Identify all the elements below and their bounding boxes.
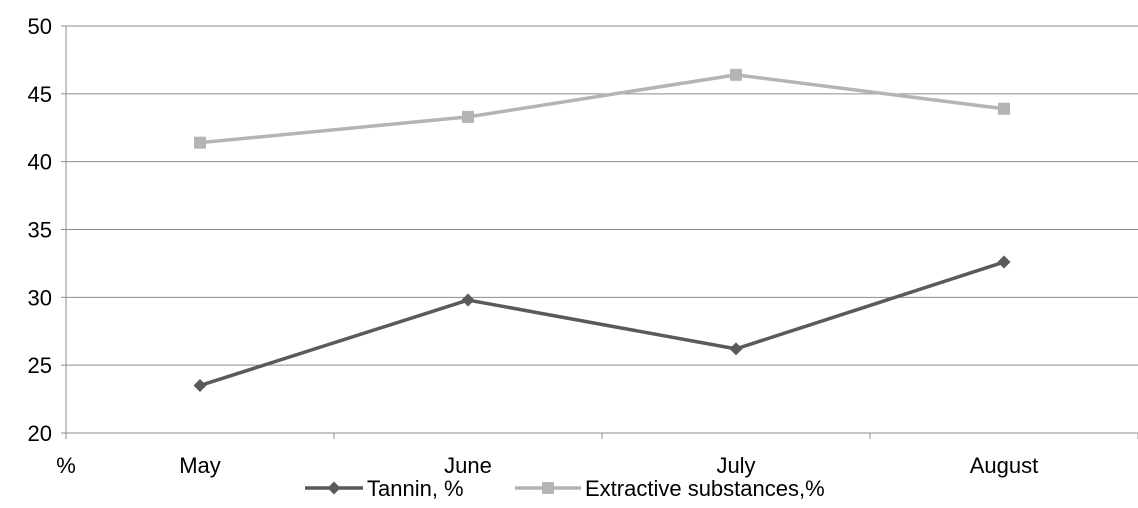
data-point-marker [461,293,475,307]
legend: Tannin, % Extractive substances,% [305,476,825,501]
y-tick-label: 45 [28,82,52,107]
axes: % 20 25 30 35 40 45 50 May June July August [28,14,1138,478]
y-unit-label: % [56,453,76,478]
legend-marker [327,481,341,495]
series-lines [193,68,1011,393]
series-extractive-substances [194,68,1010,149]
legend-label: Tannin, % [367,476,464,501]
series-line [199,260,1005,388]
x-tick-label: June [444,453,492,478]
y-tick-label: 50 [28,14,52,39]
y-tick-label: 25 [28,353,52,378]
y-tick-label: 35 [28,218,52,243]
legend-label: Extractive substances,% [585,476,825,501]
data-point-marker [998,102,1010,115]
data-point-marker [729,342,743,356]
data-point-marker [462,110,474,123]
legend-item-tannin: Tannin, % [305,476,464,501]
legend-item-extractive-substances: Extractive substances,% [515,476,825,501]
y-tick-label: 40 [28,150,52,175]
data-point-marker [997,255,1011,269]
x-tick-label: August [970,453,1039,478]
series-line [199,73,1005,145]
gridlines [66,25,1138,366]
data-point-marker [730,68,742,81]
legend-marker [542,482,554,494]
data-point-marker [194,136,206,149]
x-tick-label: July [716,453,755,478]
x-tick-label: May [179,453,221,478]
series-tannin [193,255,1011,393]
y-tick-label: 30 [28,285,52,310]
y-tick-label: 20 [28,421,52,446]
data-point-marker [193,379,207,393]
